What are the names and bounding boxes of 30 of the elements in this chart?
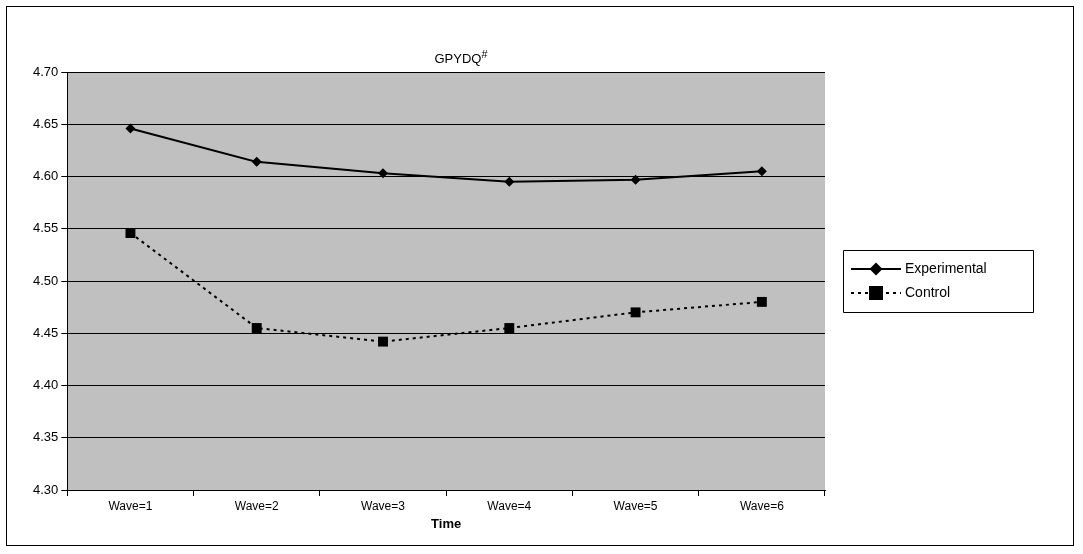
point (251, 156, 262, 167)
point (251, 323, 262, 333)
y-tick-label: 4.50 (32, 272, 59, 288)
x-tick-label: Wave=3 (361, 498, 406, 513)
x-tick-label: Wave=2 (234, 498, 279, 513)
point (504, 176, 515, 187)
point (756, 296, 767, 307)
y-tick-label: 4.55 (32, 220, 59, 236)
x-tick-label: Wave=4 (487, 498, 532, 513)
y-tick-label: 4.35 (32, 429, 59, 445)
y-tick-label: 4.70 (32, 63, 59, 79)
y-tick-label: 4.65 (32, 115, 59, 131)
point (630, 307, 641, 318)
legend-label: Experimental (905, 259, 987, 276)
point (378, 168, 389, 179)
y-tick-label: 4.40 (32, 377, 59, 393)
x-tick-label: Wave=6 (739, 498, 785, 513)
y-tick-label: 4.60 (32, 168, 59, 184)
chart-title: GPYDQ$^{#}$ (433, 48, 489, 67)
x-tick-label: Wave=5 (613, 498, 658, 513)
x-tick-label: Wave=1 (108, 498, 153, 513)
y-tick-label: 4.45 (32, 324, 59, 340)
x-axis-title: Time (431, 515, 462, 531)
point (125, 123, 136, 134)
point (630, 174, 641, 185)
point (756, 166, 767, 177)
point (504, 323, 515, 333)
point (378, 336, 388, 347)
legend-label: Control (905, 283, 951, 300)
y-tick-label: 4.30 (32, 481, 59, 497)
